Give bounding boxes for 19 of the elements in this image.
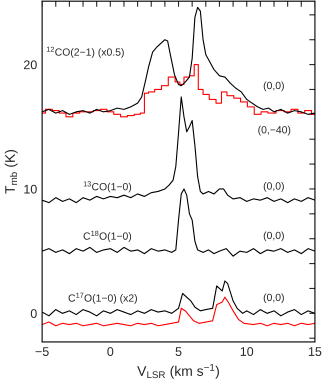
annotation: (0,0) [264, 231, 284, 242]
y-axis-title: T$_{mb}$ (K) [4, 150, 18, 194]
annotation: (0,0) [264, 182, 284, 192]
y-tick-label: 0 [30, 309, 37, 318]
annotation: $^{13}$CO(1−0) [84, 181, 132, 192]
annotation: $^{12}$CO(2−1) (x0.5) [46, 46, 124, 58]
y-tick-label: 10 [24, 184, 37, 194]
annotation: (0,−40) [258, 126, 290, 136]
x-axis-title: V$_{LSR}$ (km s$^{−1}$) [137, 364, 219, 379]
annotation: (0,0) [264, 82, 284, 92]
x-tick-label: 15 [308, 347, 322, 356]
annotation: (0,0) [264, 293, 284, 304]
x-tick-label: −5 [36, 347, 49, 356]
y-tick-label: 20 [24, 60, 37, 70]
annotation: C$^{18}$O(1−0) [84, 230, 132, 242]
x-tick-label: 0 [107, 347, 114, 356]
x-tick-label: 5 [176, 347, 182, 356]
annotation: C$^{17}$O(1−0) (x2) [68, 292, 137, 304]
x-tick-label: 10 [240, 347, 254, 356]
